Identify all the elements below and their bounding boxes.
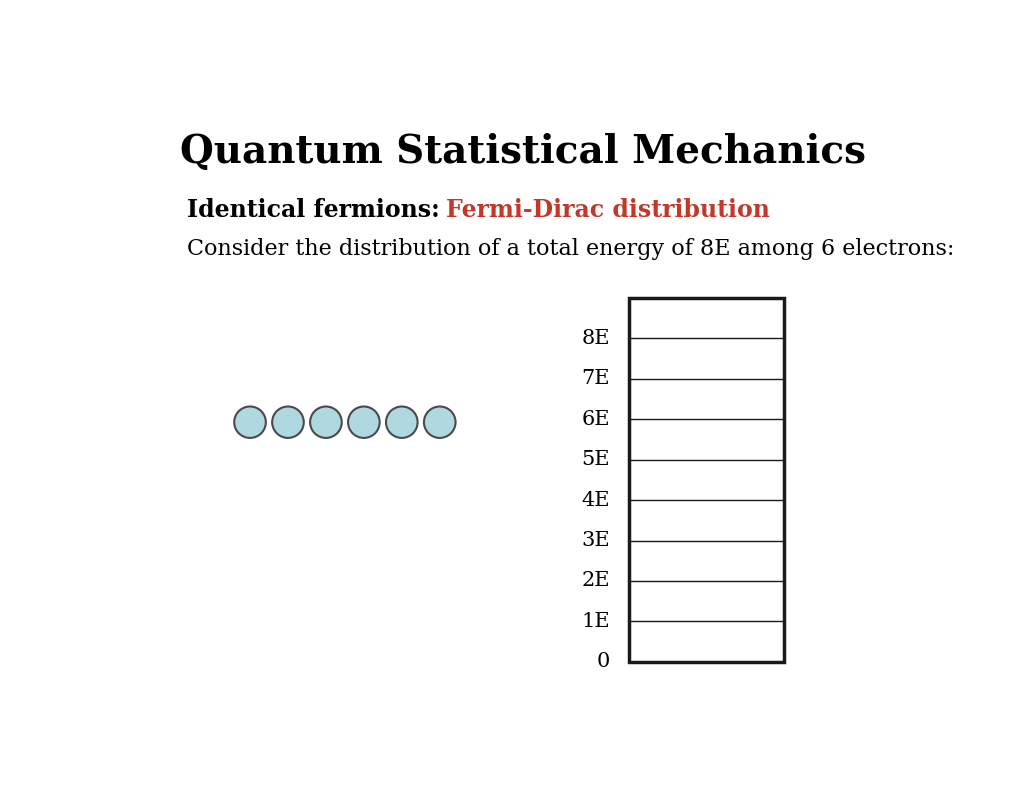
Text: 4E: 4E [581,491,609,510]
Text: Fermi-Dirac distribution: Fermi-Dirac distribution [445,198,769,222]
Text: 0: 0 [596,652,609,671]
Text: 2E: 2E [581,571,609,590]
Ellipse shape [347,407,379,438]
Ellipse shape [272,407,304,438]
Text: Consider the distribution of a total energy of 8E among 6 electrons:: Consider the distribution of a total ene… [186,238,953,260]
Text: 5E: 5E [581,450,609,469]
Ellipse shape [385,407,417,438]
Text: 6E: 6E [581,410,609,429]
Ellipse shape [234,407,266,438]
Text: 3E: 3E [581,531,609,550]
Text: 7E: 7E [581,370,609,388]
Bar [629,298,783,662]
Text: 8E: 8E [581,329,609,348]
Text: Identical fermions:: Identical fermions: [186,198,439,222]
Ellipse shape [310,407,341,438]
Text: Quantum Statistical Mechanics: Quantum Statistical Mechanics [179,133,865,171]
Ellipse shape [424,407,455,438]
Text: 1E: 1E [581,612,609,631]
